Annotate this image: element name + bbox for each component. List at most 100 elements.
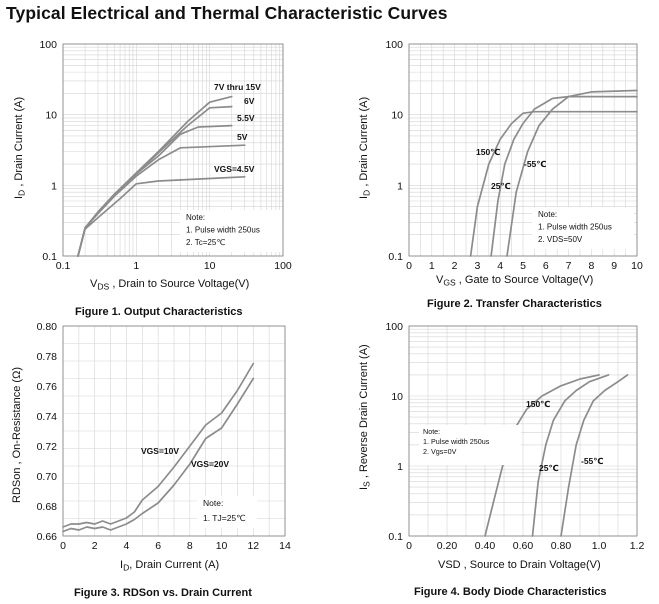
- x-tick-label: 1.0: [592, 540, 607, 552]
- x-tick-label: 4: [497, 260, 503, 272]
- x-tick-label: 5: [520, 260, 526, 272]
- x-tick-label: 0.20: [437, 540, 458, 552]
- series-label: 7V thru 15V: [214, 82, 261, 92]
- note-box: [197, 496, 257, 528]
- series-label: 25℃: [491, 181, 511, 191]
- x-axis-label: VDS , Drain to Source Voltage(V): [90, 278, 249, 292]
- chart-1: 0.1 1 10 100 0.1 1 10 100 VDS , Drain to Source …: [13, 39, 292, 318]
- plot-frame: [408, 43, 638, 257]
- y-tick-label: 0.68: [37, 501, 58, 513]
- series-label: 150℃: [526, 399, 550, 409]
- note-box: [532, 207, 634, 249]
- figure-caption: Figure 3. RDSon vs. Drain Current: [74, 587, 252, 599]
- series-label: VGS=20V: [191, 459, 229, 469]
- x-tick-label: 12: [247, 540, 259, 552]
- y-tick-label: 0.1: [388, 531, 403, 543]
- x-tick-label: 7: [566, 260, 572, 272]
- x-tick-label: 1.2: [630, 540, 645, 552]
- x-tick-label: 9: [611, 260, 617, 272]
- plot-frame: [62, 325, 286, 537]
- series-line: [506, 89, 638, 257]
- series-line: [484, 374, 600, 537]
- y-tick-label: 100: [39, 39, 57, 51]
- y-tick-label: 10: [391, 110, 403, 122]
- y-tick-label: 0.76: [37, 381, 58, 393]
- page-title: Typical Electrical and Thermal Character…: [6, 3, 448, 23]
- x-tick-label: 0: [406, 260, 412, 272]
- figure-caption: Figure 1. Output Characteristics: [75, 306, 242, 318]
- y-tick-label: 0.66: [37, 531, 58, 543]
- chart-3: 0 2 4 6 8 10 12 14 0.66 0.68 0.70 0.72 0.74 0.76 0.78 0…: [11, 321, 291, 599]
- x-tick-label: 10: [204, 260, 216, 272]
- y-tick-label: 0.80: [37, 321, 58, 333]
- figure-caption: Figure 4. Body Diode Characteristics: [414, 586, 607, 598]
- x-tick-label: 10: [216, 540, 228, 552]
- series-line: [490, 95, 638, 257]
- series-line: [469, 110, 638, 257]
- x-axis-label: ID, Drain Current (A): [120, 559, 219, 573]
- note-text: Note:: [186, 213, 205, 222]
- x-tick-label: 14: [279, 540, 291, 552]
- note-text: Note:: [203, 498, 223, 508]
- series-line: [560, 374, 629, 537]
- chart-2: 0 1 2 3 4 5 6 7 8 9 10 0.1 1 10 100 VGS , Gate to Sourc…: [358, 39, 643, 310]
- note-text: 1. Pulse width 250us: [423, 437, 490, 446]
- x-tick-label: 0: [406, 540, 412, 552]
- y-tick-label: 1: [51, 180, 57, 192]
- x-tick-label: 1: [133, 260, 139, 272]
- series-line: [62, 362, 255, 528]
- series-label: 5V: [237, 132, 248, 142]
- note-text: 2. Vgs=0V: [423, 447, 457, 456]
- y-tick-label: 0.72: [37, 441, 58, 453]
- note-text: 2. Tc=25℃: [186, 238, 225, 247]
- series-line: [77, 144, 246, 257]
- x-axis-label: VSD , Source to Drain Voltage(V): [438, 559, 601, 571]
- y-tick-label: 0.74: [37, 411, 58, 423]
- note-text: 1. Pulse width 250us: [186, 226, 260, 235]
- y-axis-label: IS , Reverse Drain Current (A): [358, 344, 372, 490]
- x-axis-label: VGS , Gate to Source Voltage(V): [436, 274, 593, 288]
- series-line: [531, 374, 610, 537]
- y-tick-label: 10: [391, 391, 403, 403]
- y-tick-label: 0.70: [37, 471, 58, 483]
- x-tick-label: 2: [92, 540, 98, 552]
- series-label: VGS=10V: [141, 446, 179, 456]
- series-label: -55℃: [524, 159, 547, 169]
- note-text: 1. TJ=25℃: [203, 513, 246, 523]
- chart-4: 0 0.20 0.40 0.60 0.80 1.0 1.2 0.1 1 10 100 VSD , So…: [358, 321, 644, 598]
- y-tick-label: 10: [45, 110, 57, 122]
- y-axis-label: RDSon , On-Resistance (Ω): [11, 367, 23, 503]
- series-label: 6V: [244, 96, 255, 106]
- x-tick-label: 8: [588, 260, 594, 272]
- x-tick-label: 4: [124, 540, 130, 552]
- series-line: [62, 377, 255, 533]
- x-tick-label: 0.1: [56, 260, 71, 272]
- y-axis-label: ID , Drain Current (A): [13, 97, 27, 199]
- y-tick-label: 100: [385, 39, 403, 51]
- x-tick-label: 6: [543, 260, 549, 272]
- x-tick-label: 2: [452, 260, 458, 272]
- note-text: 2. VDS=50V: [538, 235, 583, 244]
- note-text: Note:: [423, 427, 440, 436]
- note-text: 1. Pulse width 250us: [538, 223, 612, 232]
- figure-caption: Figure 2. Transfer Characteristics: [427, 298, 602, 310]
- x-tick-label: 1: [429, 260, 435, 272]
- x-tick-label: 3: [474, 260, 480, 272]
- series-label: 25℃: [539, 463, 559, 473]
- note-box: [180, 210, 282, 252]
- y-tick-label: 1: [397, 180, 403, 192]
- x-tick-label: 0.60: [513, 540, 534, 552]
- series-label: 150℃: [476, 147, 500, 157]
- y-tick-label: 100: [385, 321, 403, 333]
- note-text: Note:: [538, 210, 557, 219]
- x-tick-label: 0: [60, 540, 66, 552]
- x-tick-label: 0.80: [551, 540, 572, 552]
- note-box: [419, 425, 521, 465]
- x-tick-label: 10: [631, 260, 643, 272]
- series-label: -55℃: [581, 456, 604, 466]
- x-tick-label: 8: [187, 540, 193, 552]
- y-tick-label: 0.1: [42, 251, 57, 263]
- y-tick-label: 1: [397, 461, 403, 473]
- y-axis-label: ID , Drain Current (A): [358, 97, 372, 199]
